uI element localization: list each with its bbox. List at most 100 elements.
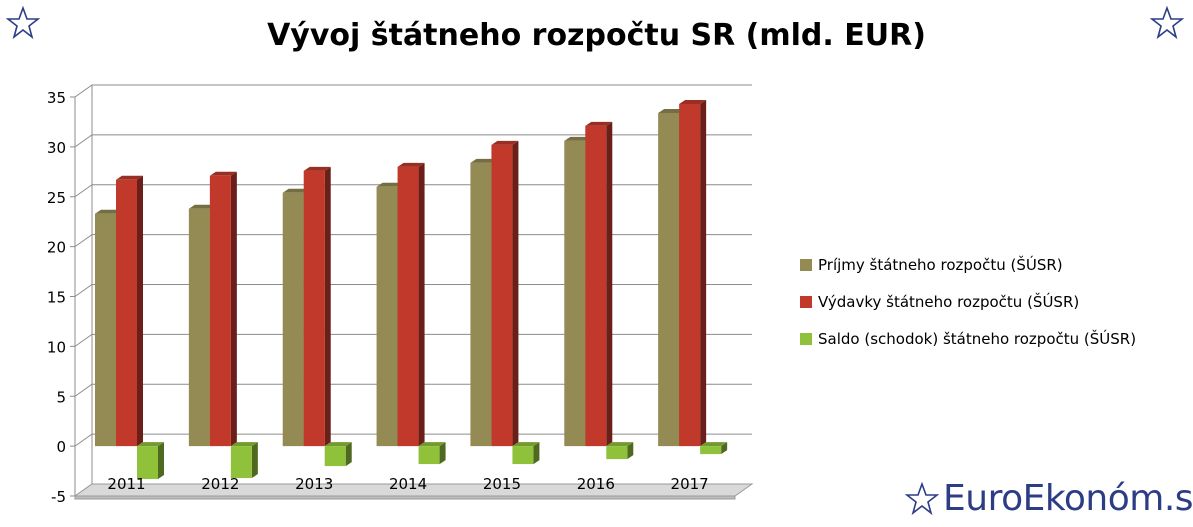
bar-balance-side (721, 442, 728, 455)
bar-expenses-top (679, 99, 707, 104)
bar-balance-top (418, 442, 446, 447)
logo-text: EuroEkonóm.sk (943, 478, 1193, 519)
x-tick-label: 2015 (483, 475, 521, 493)
bar-balance-front (418, 446, 440, 465)
bar-expenses-front (491, 144, 513, 447)
star-outline-icon (905, 481, 939, 515)
x-tick-label: 2016 (577, 475, 615, 493)
gridline (74, 84, 752, 98)
bar-income-front (564, 140, 586, 447)
bar-balance (137, 442, 164, 480)
bar-expenses-front (116, 179, 137, 447)
bar-balance (418, 442, 446, 465)
legend: Príjmy štátneho rozpočtu (ŠÚSR) Výdavky … (800, 246, 1136, 357)
bar-balance (512, 442, 540, 465)
bar-expenses-front (585, 125, 607, 447)
bar-balance-side (345, 442, 352, 467)
y-tick-label: -5 (51, 488, 66, 506)
legend-label-expenses: Výdavky štátneho rozpočtu (ŠÚSR) (818, 292, 1080, 311)
bar-balance-side (439, 442, 446, 465)
x-tick-label: 2014 (389, 475, 427, 493)
bar-income-top (95, 209, 122, 214)
x-tick-label: 2012 (201, 475, 239, 493)
bar-expenses-front (397, 166, 419, 447)
bar-balance-side (533, 442, 540, 465)
bar-balance-top (137, 442, 164, 447)
gridline (74, 134, 752, 148)
bar-balance-front (512, 446, 534, 465)
bar-balance (606, 442, 634, 460)
bar-income-top (188, 204, 216, 209)
chart-floor-front (74, 495, 736, 500)
x-tick-label: 2017 (671, 475, 709, 493)
y-tick-label: 25 (47, 189, 66, 207)
legend-label-income: Príjmy štátneho rozpočtu (ŠÚSR) (818, 255, 1063, 274)
bar-balance (700, 442, 728, 455)
bar-expenses-side (230, 171, 237, 447)
bar-balance-front (324, 446, 346, 467)
bar-balance-front (230, 446, 252, 479)
x-tick-label: 2013 (295, 475, 333, 493)
bar-expenses (491, 140, 519, 447)
bar-income-top (564, 136, 592, 141)
chart-title: Vývoj štátneho rozpočtu SR (mld. EUR) (267, 18, 926, 53)
bar-balance-side (158, 442, 164, 480)
legend-swatch-income (800, 258, 812, 271)
y-tick-label: 15 (47, 289, 66, 307)
bar-income-top (658, 108, 686, 113)
bar-expenses-front (209, 175, 231, 447)
y-tick-label: 5 (56, 388, 66, 406)
bar-expenses (303, 166, 331, 447)
bar-income-top (282, 188, 310, 193)
bar-expenses-side (700, 99, 707, 447)
bar-expenses-side (418, 162, 425, 447)
legend-swatch-expenses (800, 295, 812, 308)
bar-income-front (282, 192, 304, 447)
legend-item-income: Príjmy štátneho rozpočtu (ŠÚSR) (800, 246, 1136, 283)
y-tick-labels: -5 0 5 10 15 20 25 30 35 (47, 89, 66, 506)
star-outline-icon (6, 6, 40, 40)
bar-balance-front (700, 446, 722, 455)
y-tick-label: 20 (47, 239, 66, 257)
y-tick-label: 35 (47, 89, 66, 107)
bar-balance-front (137, 446, 158, 480)
bar-income-front (376, 186, 398, 447)
bars (95, 99, 728, 480)
legend-item-expenses: Výdavky štátneho rozpočtu (ŠÚSR) (800, 283, 1136, 320)
bar-expenses (397, 162, 425, 447)
bar-expenses-top (585, 121, 613, 126)
euroekonom-logo: EuroEkonóm.sk (905, 478, 1193, 519)
bar-income-top (470, 158, 498, 163)
x-tick-label: 2011 (107, 475, 145, 493)
chart-floor (73, 483, 754, 500)
bar-expenses-front (679, 103, 701, 447)
y-axis (70, 85, 93, 497)
bar-income-front (658, 112, 680, 447)
star-outline-icon (1150, 6, 1184, 40)
bar-expenses-side (324, 166, 331, 447)
bar-expenses-front (303, 170, 325, 447)
bar-income-front (188, 208, 210, 447)
bar-balance (324, 442, 352, 467)
bar-income-front (95, 213, 116, 447)
bar-expenses (585, 121, 613, 447)
bar-balance-top (324, 442, 352, 447)
bar-expenses-side (512, 140, 519, 447)
bar-expenses-side (137, 175, 143, 447)
bar-balance-top (700, 442, 728, 447)
bar-expenses-top (116, 175, 143, 180)
legend-label-balance: Saldo (schodok) štátneho rozpočtu (ŠÚSR) (818, 329, 1137, 348)
bar-expenses (116, 175, 143, 447)
x-tick-labels: 2011 2012 2013 2014 2015 2016 2017 (107, 475, 708, 493)
bar-expenses-side (606, 121, 613, 447)
y-tick-label: 10 (47, 338, 66, 356)
bar-balance-top (230, 442, 258, 447)
y-tick-label: 30 (47, 139, 66, 157)
bar-expenses (209, 171, 237, 447)
legend-item-balance: Saldo (schodok) štátneho rozpočtu (ŠÚSR) (800, 320, 1136, 357)
bar-income-top (376, 182, 404, 187)
bar-balance-front (606, 446, 628, 460)
bar-balance-top (606, 442, 634, 447)
bar-balance (230, 442, 258, 479)
